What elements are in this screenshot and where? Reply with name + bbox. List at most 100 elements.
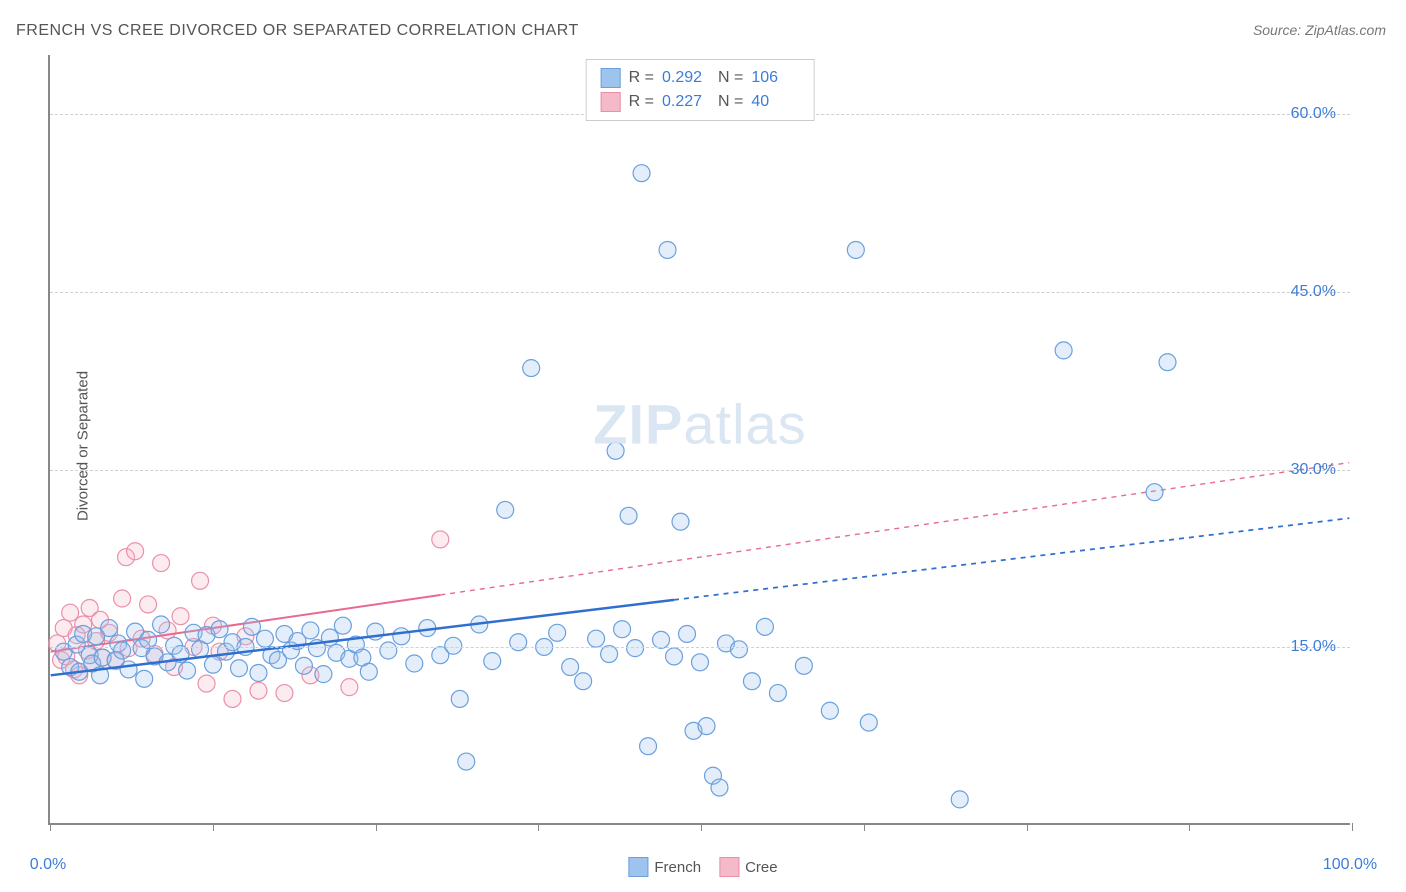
scatter-svg — [50, 55, 1350, 823]
cree-swatch-icon — [719, 857, 739, 877]
series-legend: French Cree — [628, 857, 777, 877]
data-point — [951, 791, 968, 808]
data-point — [250, 664, 267, 681]
data-point — [711, 779, 728, 796]
legend-r-label: R = — [629, 93, 654, 111]
data-point — [666, 648, 683, 665]
y-tick-label: 60.0% — [1291, 105, 1336, 123]
data-point — [659, 241, 676, 258]
data-point — [795, 657, 812, 674]
data-point — [406, 655, 423, 672]
data-point — [334, 617, 351, 634]
data-point — [588, 630, 605, 647]
data-point — [224, 690, 241, 707]
legend-label-french: French — [654, 859, 701, 876]
legend-item-cree: Cree — [719, 857, 778, 877]
data-point — [633, 165, 650, 182]
data-point — [315, 666, 332, 683]
data-point — [140, 631, 157, 648]
legend-n-label: N = — [718, 69, 743, 87]
data-point — [153, 555, 170, 572]
data-point — [484, 653, 501, 670]
data-point — [380, 642, 397, 659]
data-point — [549, 624, 566, 641]
data-point — [769, 685, 786, 702]
data-point — [302, 622, 319, 639]
data-point — [607, 442, 624, 459]
data-point — [179, 662, 196, 679]
data-point — [620, 507, 637, 524]
french-swatch-icon — [628, 857, 648, 877]
data-point — [730, 641, 747, 658]
data-point — [211, 621, 228, 638]
data-point — [821, 702, 838, 719]
y-tick-label: 15.0% — [1291, 638, 1336, 656]
data-point — [679, 625, 696, 642]
data-point — [205, 656, 222, 673]
data-point — [451, 690, 468, 707]
data-point — [198, 675, 215, 692]
data-point — [276, 685, 293, 702]
data-point — [136, 670, 153, 687]
data-point — [192, 572, 209, 589]
data-point — [341, 679, 358, 696]
data-point — [614, 621, 631, 638]
data-point — [445, 637, 462, 654]
x-tick-label: 100.0% — [1323, 856, 1377, 874]
source-label: Source: ZipAtlas.com — [1253, 22, 1386, 38]
data-point — [432, 531, 449, 548]
legend-row-french: R = 0.292 N = 106 — [601, 66, 800, 90]
data-point — [243, 618, 260, 635]
regression-line-extrapolated — [674, 518, 1349, 600]
data-point — [692, 654, 709, 671]
data-point — [653, 631, 670, 648]
data-point — [127, 543, 144, 560]
data-point — [523, 360, 540, 377]
data-point — [256, 630, 273, 647]
data-point — [575, 673, 592, 690]
data-point — [1146, 484, 1163, 501]
data-point — [640, 738, 657, 755]
data-point — [114, 590, 131, 607]
legend-row-cree: R = 0.227 N = 40 — [601, 90, 800, 114]
data-point — [497, 501, 514, 518]
chart-container: FRENCH VS CREE DIVORCED OR SEPARATED COR… — [0, 0, 1406, 892]
data-point — [847, 241, 864, 258]
legend-r-french: 0.292 — [662, 69, 710, 87]
y-tick-label: 30.0% — [1291, 461, 1336, 479]
data-point — [756, 618, 773, 635]
french-swatch-icon — [601, 68, 621, 88]
data-point — [114, 642, 131, 659]
data-point — [1159, 354, 1176, 371]
data-point — [743, 673, 760, 690]
data-point — [393, 628, 410, 645]
chart-title: FRENCH VS CREE DIVORCED OR SEPARATED COR… — [16, 22, 579, 40]
data-point — [153, 616, 170, 633]
data-point — [672, 513, 689, 530]
x-tick-label: 0.0% — [30, 856, 66, 874]
legend-r-label: R = — [629, 69, 654, 87]
data-point — [562, 659, 579, 676]
data-point — [698, 718, 715, 735]
data-point — [295, 657, 312, 674]
data-point — [62, 604, 79, 621]
data-point — [140, 596, 157, 613]
data-point — [231, 660, 248, 677]
legend-n-french: 106 — [751, 69, 799, 87]
legend-n-cree: 40 — [751, 93, 799, 111]
correlation-legend: R = 0.292 N = 106 R = 0.227 N = 40 — [586, 59, 815, 121]
regression-line-extrapolated — [440, 463, 1349, 595]
y-tick-label: 45.0% — [1291, 283, 1336, 301]
legend-r-cree: 0.227 — [662, 93, 710, 111]
data-point — [1055, 342, 1072, 359]
data-point — [458, 753, 475, 770]
data-point — [860, 714, 877, 731]
data-point — [101, 620, 118, 637]
data-point — [360, 663, 377, 680]
legend-n-label: N = — [718, 93, 743, 111]
plot-area: ZIPatlas R = 0.292 N = 106 R = 0.227 N =… — [48, 55, 1350, 825]
data-point — [250, 682, 267, 699]
data-point — [172, 608, 189, 625]
cree-swatch-icon — [601, 92, 621, 112]
legend-item-french: French — [628, 857, 701, 877]
